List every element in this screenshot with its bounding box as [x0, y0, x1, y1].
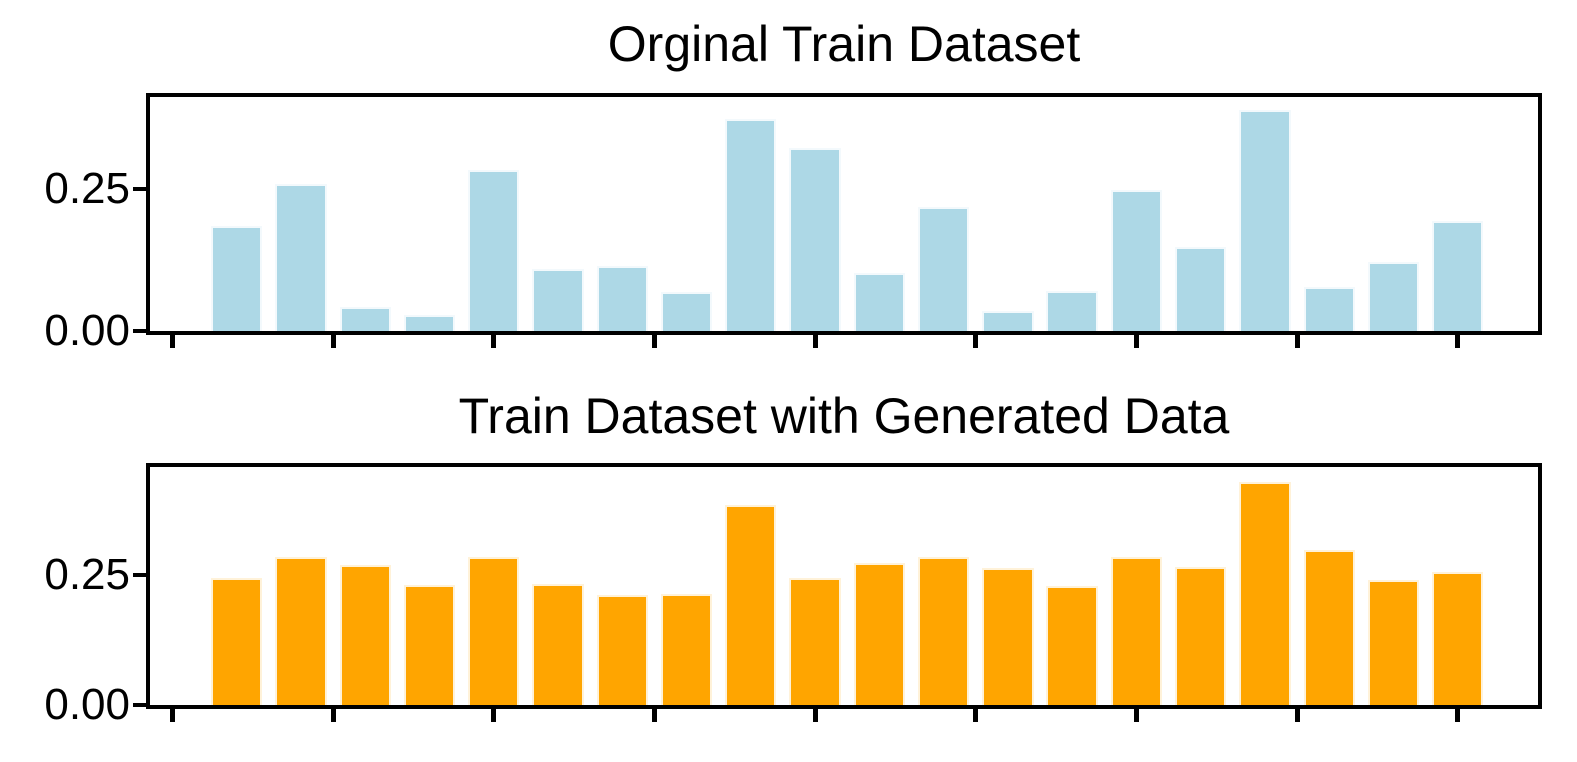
bar	[1174, 567, 1227, 705]
bar	[1110, 190, 1163, 331]
y-tick	[133, 703, 146, 707]
plot-area-original-train	[146, 93, 1542, 335]
bar	[1046, 586, 1098, 705]
x-tick	[170, 333, 175, 348]
bar	[1239, 110, 1291, 331]
bar	[917, 557, 970, 705]
y-tick	[133, 187, 146, 191]
bar	[532, 269, 584, 331]
bar	[339, 307, 391, 331]
x-tick	[973, 333, 979, 348]
x-tick	[973, 707, 979, 722]
bar	[789, 148, 841, 331]
chart-title-original-train: Orginal Train Dataset	[607, 16, 1081, 72]
bar	[1174, 247, 1227, 331]
x-tick	[812, 333, 818, 348]
bar	[211, 226, 263, 331]
y-tick	[133, 329, 146, 333]
x-tick	[1455, 333, 1461, 348]
bar	[1367, 580, 1420, 705]
bar	[468, 170, 520, 331]
x-tick	[651, 333, 657, 348]
y-tick-label: 0.25	[44, 164, 130, 213]
bar	[1303, 550, 1355, 705]
bar	[982, 311, 1034, 331]
y-tick-label: 0.25	[44, 550, 130, 599]
bar	[1367, 262, 1420, 331]
bar	[1432, 221, 1484, 331]
bar	[660, 594, 713, 705]
bar	[725, 505, 777, 705]
x-tick	[1133, 707, 1139, 722]
x-tick	[491, 707, 497, 722]
bar	[789, 578, 841, 705]
bar	[725, 119, 777, 331]
bar	[339, 565, 391, 705]
bar	[1303, 287, 1355, 331]
bar	[596, 595, 648, 705]
bar	[403, 315, 456, 331]
x-tick	[330, 707, 336, 722]
bar	[1432, 572, 1484, 705]
x-tick	[1294, 333, 1300, 348]
bar	[1046, 291, 1098, 331]
bar	[917, 207, 970, 331]
x-tick	[1294, 707, 1300, 722]
bar	[275, 184, 327, 331]
x-tick	[170, 707, 175, 722]
bar	[982, 568, 1034, 705]
bar	[1110, 557, 1163, 705]
bar	[403, 585, 456, 705]
x-tick	[651, 707, 657, 722]
bar	[853, 563, 905, 705]
bar	[660, 292, 713, 331]
x-tick	[1455, 707, 1461, 722]
bar	[1239, 482, 1291, 705]
bar	[211, 578, 263, 705]
bar	[596, 266, 648, 331]
y-tick-label: 0.00	[44, 680, 130, 729]
y-tick	[133, 573, 146, 577]
bar	[275, 557, 327, 705]
bar	[532, 584, 584, 705]
x-tick	[330, 333, 336, 348]
bar	[468, 557, 520, 705]
x-tick	[812, 707, 818, 722]
bar	[853, 273, 905, 331]
chart-title-generated-data: Train Dataset with Generated Data	[458, 388, 1230, 444]
x-tick	[1133, 333, 1139, 348]
y-tick-label: 0.00	[44, 306, 130, 355]
x-tick	[491, 333, 497, 348]
